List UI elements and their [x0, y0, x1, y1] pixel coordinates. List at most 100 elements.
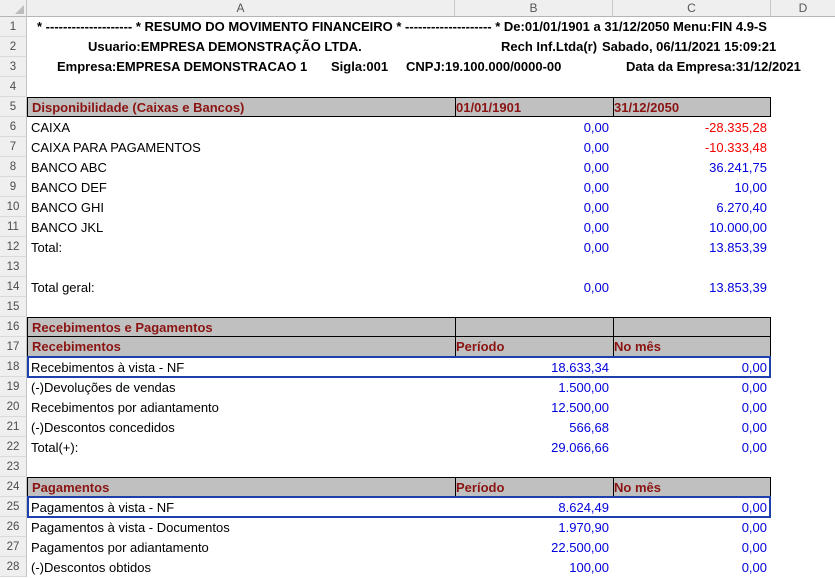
cell-A5[interactable]: Disponibilidade (Caixas e Bancos)	[27, 97, 455, 117]
row-header-15[interactable]: 15	[0, 297, 27, 317]
cell-A25[interactable]: Pagamentos à vista - NF	[31, 499, 175, 515]
cell-D25[interactable]	[771, 497, 835, 517]
row-header-24[interactable]: 24	[0, 477, 27, 497]
cell-D1[interactable]	[771, 17, 835, 37]
row-header-4[interactable]: 4	[0, 77, 27, 97]
select-all-corner[interactable]	[0, 0, 27, 17]
cell-D8[interactable]	[771, 157, 835, 177]
cell-B23[interactable]	[455, 457, 613, 477]
cell-C14[interactable]: 13.853,39	[709, 279, 767, 295]
cell-D11[interactable]	[771, 217, 835, 237]
cell-C1[interactable]	[613, 17, 771, 37]
cell-D13[interactable]	[771, 257, 835, 277]
cell-C15[interactable]	[613, 297, 771, 317]
cell-D12[interactable]	[771, 237, 835, 257]
cell-A18[interactable]: Recebimentos à vista - NF	[31, 359, 185, 375]
cell-A11[interactable]: BANCO JKL	[31, 219, 104, 235]
row-header-22[interactable]: 22	[0, 437, 27, 457]
cell-B3[interactable]	[455, 57, 613, 77]
cell-B9[interactable]: 0,00	[583, 179, 609, 195]
cell-C18[interactable]: 0,00	[741, 359, 767, 375]
cell-B2[interactable]	[455, 37, 613, 57]
cell-C13[interactable]	[613, 257, 771, 277]
cell-D7[interactable]	[771, 137, 835, 157]
cell-A21[interactable]: (-)Descontos concedidos	[31, 419, 175, 435]
cell-A12[interactable]: Total:	[31, 239, 63, 255]
cell-A14[interactable]: Total geral:	[31, 279, 95, 295]
cell-C11[interactable]: 10.000,00	[709, 219, 767, 235]
cell-C22[interactable]: 0,00	[741, 439, 767, 455]
cell-D23[interactable]	[771, 457, 835, 477]
cell-A27[interactable]: Pagamentos por adiantamento	[31, 539, 209, 555]
cell-A7[interactable]: CAIXA PARA PAGAMENTOS	[31, 139, 201, 155]
cell-A23[interactable]	[27, 457, 455, 477]
cell-D24[interactable]	[771, 477, 835, 497]
row-header-6[interactable]: 6	[0, 117, 27, 137]
cell-B24[interactable]: Período	[455, 477, 613, 497]
row-header-25[interactable]: 25	[0, 497, 27, 517]
cell-B27[interactable]: 22.500,00	[551, 539, 609, 555]
cell-D19[interactable]	[771, 377, 835, 397]
row-header-9[interactable]: 9	[0, 177, 27, 197]
cell-B20[interactable]: 12.500,00	[551, 399, 609, 415]
cell-B26[interactable]: 1.970,90	[558, 519, 609, 535]
cell-D27[interactable]	[771, 537, 835, 557]
cell-D2[interactable]	[771, 37, 835, 57]
cell-D9[interactable]	[771, 177, 835, 197]
row-header-12[interactable]: 12	[0, 237, 27, 257]
cell-D21[interactable]	[771, 417, 835, 437]
cell-A6[interactable]: CAIXA	[31, 119, 71, 135]
cell-B1[interactable]	[455, 17, 613, 37]
cell-A4[interactable]	[27, 77, 455, 97]
row-header-27[interactable]: 27	[0, 537, 27, 557]
cell-D28[interactable]	[771, 557, 835, 577]
cell-C26[interactable]: 0,00	[741, 519, 767, 535]
cell-B21[interactable]: 566,68	[569, 419, 609, 435]
cell-D4[interactable]	[771, 77, 835, 97]
cell-B7[interactable]: 0,00	[583, 139, 609, 155]
cell-C21[interactable]: 0,00	[741, 419, 767, 435]
cell-D6[interactable]	[771, 117, 835, 137]
cell-C23[interactable]	[613, 457, 771, 477]
cell-B8[interactable]: 0,00	[583, 159, 609, 175]
cell-B13[interactable]	[455, 257, 613, 277]
cell-B14[interactable]: 0,00	[583, 279, 609, 295]
row-header-7[interactable]: 7	[0, 137, 27, 157]
cell-A10[interactable]: BANCO GHI	[31, 199, 104, 215]
cell-A16[interactable]: Recebimentos e Pagamentos	[27, 317, 455, 337]
cell-C2[interactable]	[613, 37, 771, 57]
row-header-20[interactable]: 20	[0, 397, 27, 417]
cell-A24[interactable]: Pagamentos	[27, 477, 455, 497]
cell-C17[interactable]: No mês	[613, 337, 771, 357]
cell-B19[interactable]: 1.500,00	[558, 379, 609, 395]
cell-A26[interactable]: Pagamentos à vista - Documentos	[31, 519, 230, 535]
cell-C6[interactable]: -28.335,28	[704, 119, 767, 135]
cell-A13[interactable]	[27, 257, 455, 277]
cell-C28[interactable]: 0,00	[741, 559, 767, 575]
row-header-8[interactable]: 8	[0, 157, 27, 177]
cell-D20[interactable]	[771, 397, 835, 417]
cell-D3[interactable]	[771, 57, 835, 77]
row-header-14[interactable]: 14	[0, 277, 27, 297]
cell-C12[interactable]: 13.853,39	[709, 239, 767, 255]
row-header-11[interactable]: 11	[0, 217, 27, 237]
cell-B11[interactable]: 0,00	[583, 219, 609, 235]
row-header-19[interactable]: 19	[0, 377, 27, 397]
cell-A22[interactable]: Total(+):	[31, 439, 79, 455]
cell-D15[interactable]	[771, 297, 835, 317]
cell-A9[interactable]: BANCO DEF	[31, 179, 107, 195]
row-header-18[interactable]: 18	[0, 357, 27, 377]
row-header-5[interactable]: 5	[0, 97, 27, 117]
cell-B18[interactable]: 18.633,34	[551, 359, 609, 375]
cell-D17[interactable]	[771, 337, 835, 357]
row-header-1[interactable]: 1	[0, 17, 27, 37]
cell-C24[interactable]: No mês	[613, 477, 771, 497]
row-header-17[interactable]: 17	[0, 337, 27, 357]
cell-C19[interactable]: 0,00	[741, 379, 767, 395]
row-header-13[interactable]: 13	[0, 257, 27, 277]
cell-B5[interactable]: 01/01/1901	[455, 97, 613, 117]
cell-A17[interactable]: Recebimentos	[27, 337, 455, 357]
cell-D10[interactable]	[771, 197, 835, 217]
cell-D22[interactable]	[771, 437, 835, 457]
cell-C8[interactable]: 36.241,75	[709, 159, 767, 175]
